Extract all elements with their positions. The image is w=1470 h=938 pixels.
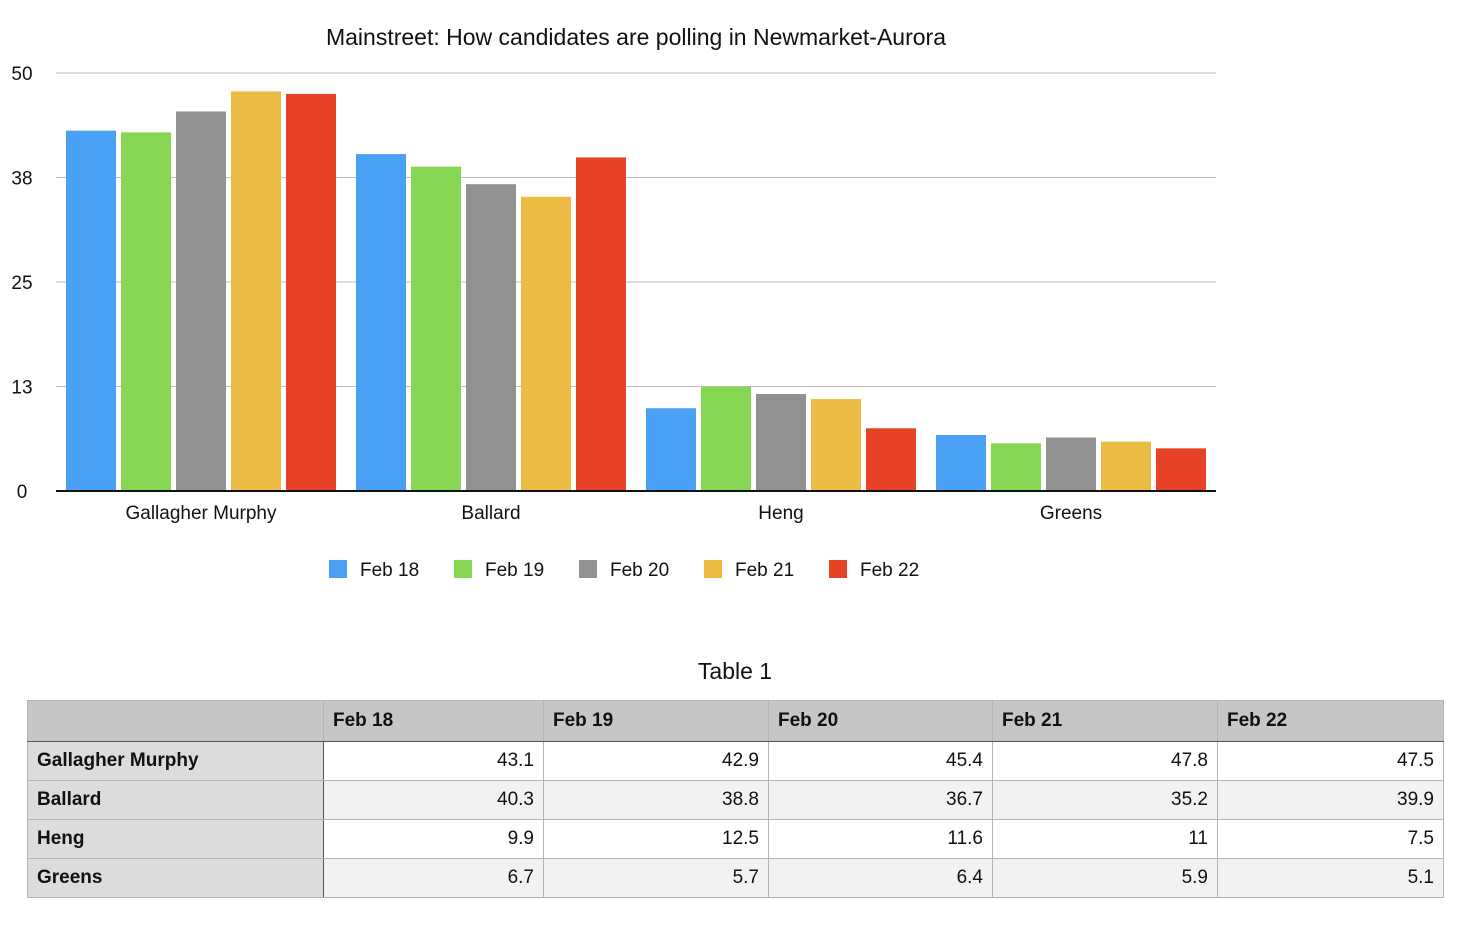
- table-corner-cell: [27, 700, 324, 742]
- table-row: Gallagher Murphy 43.1 42.9 45.4 47.8 47.…: [27, 741, 1444, 781]
- bar: [231, 91, 281, 491]
- table-header-row: Feb 18 Feb 19 Feb 20 Feb 21 Feb 22: [27, 700, 1444, 742]
- legend-label: Feb 21: [735, 560, 794, 581]
- table-cell: 5.7: [543, 858, 769, 898]
- chart-title: Mainstreet: How candidates are polling i…: [326, 24, 946, 50]
- table-row: Heng 9.9 12.5 11.6 11 7.5: [27, 819, 1444, 859]
- table-cell: 36.7: [768, 780, 993, 820]
- legend-label: Feb 22: [860, 560, 919, 581]
- bar: [1156, 448, 1206, 491]
- column-header: Feb 22: [1217, 700, 1444, 742]
- x-tick-label: Heng: [758, 503, 803, 524]
- x-tick-label: Gallagher Murphy: [125, 503, 277, 524]
- legend: Feb 18 Feb 19 Feb 20 Feb 21 Feb 22: [329, 560, 919, 581]
- table-cell: 35.2: [992, 780, 1218, 820]
- bar: [411, 166, 461, 491]
- data-table: Feb 18 Feb 19 Feb 20 Feb 21 Feb 22 Galla…: [27, 700, 1444, 898]
- legend-swatch: [829, 560, 847, 578]
- table-caption: Table 1: [697, 658, 773, 684]
- table-cell: 5.9: [992, 858, 1218, 898]
- legend-swatch: [579, 560, 597, 578]
- legend-swatch: [454, 560, 472, 578]
- bar: [121, 132, 171, 491]
- row-header: Heng: [27, 819, 324, 859]
- table-cell: 6.7: [323, 858, 544, 898]
- table-cell: 6.4: [768, 858, 993, 898]
- table-cell: 11: [992, 819, 1218, 859]
- bar: [66, 130, 116, 491]
- column-header: Feb 18: [323, 700, 544, 742]
- bar: [1046, 437, 1096, 491]
- column-header: Feb 19: [543, 700, 769, 742]
- y-axis-ticks: 0 13 25 38 50: [11, 64, 32, 503]
- bar: [466, 184, 516, 492]
- row-header: Gallagher Murphy: [27, 741, 324, 781]
- table-cell: 12.5: [543, 819, 769, 859]
- y-tick-label: 38: [11, 169, 32, 190]
- table-cell: 5.1: [1217, 858, 1444, 898]
- bar: [286, 93, 336, 492]
- bar: [1101, 441, 1151, 491]
- table-row: Greens 6.7 5.7 6.4 5.9 5.1: [27, 858, 1444, 898]
- y-tick-label: 0: [17, 482, 28, 503]
- bar: [811, 399, 861, 491]
- row-header: Greens: [27, 858, 324, 898]
- bar: [936, 434, 986, 491]
- legend-swatch: [704, 560, 722, 578]
- table-cell: 38.8: [543, 780, 769, 820]
- bars: [66, 91, 1206, 492]
- bar: [176, 111, 226, 492]
- bar: [521, 196, 571, 491]
- x-tick-label: Greens: [1040, 503, 1102, 524]
- table-cell: 39.9: [1217, 780, 1444, 820]
- bar: [646, 408, 696, 491]
- x-axis-ticks: Gallagher Murphy Ballard Heng Greens: [125, 503, 1102, 524]
- column-header: Feb 21: [992, 700, 1218, 742]
- table-cell: 7.5: [1217, 819, 1444, 859]
- table-row: Ballard 40.3 38.8 36.7 35.2 39.9: [27, 780, 1444, 820]
- y-tick-label: 25: [11, 273, 32, 294]
- bar: [701, 386, 751, 491]
- table-cell: 40.3: [323, 780, 544, 820]
- bar: [991, 443, 1041, 491]
- legend-label: Feb 20: [610, 560, 669, 581]
- table-cell: 45.4: [768, 741, 993, 781]
- legend-label: Feb 19: [485, 560, 544, 581]
- table-cell: 47.5: [1217, 741, 1444, 781]
- bar: [576, 157, 626, 491]
- legend-swatch: [329, 560, 347, 578]
- bar: [866, 428, 916, 491]
- bar: [756, 394, 806, 491]
- table-cell: 42.9: [543, 741, 769, 781]
- y-tick-label: 13: [11, 378, 32, 399]
- bar-chart: Mainstreet: How candidates are polling i…: [11, 24, 1216, 581]
- x-tick-label: Ballard: [461, 503, 520, 524]
- y-tick-label: 50: [11, 64, 32, 85]
- column-header: Feb 20: [768, 700, 993, 742]
- table-cell: 9.9: [323, 819, 544, 859]
- row-header: Ballard: [27, 780, 324, 820]
- gridlines: [56, 72, 1216, 387]
- legend-label: Feb 18: [360, 560, 419, 581]
- table-cell: 47.8: [992, 741, 1218, 781]
- table-cell: 11.6: [768, 819, 993, 859]
- table-cell: 43.1: [323, 741, 544, 781]
- bar: [356, 154, 406, 492]
